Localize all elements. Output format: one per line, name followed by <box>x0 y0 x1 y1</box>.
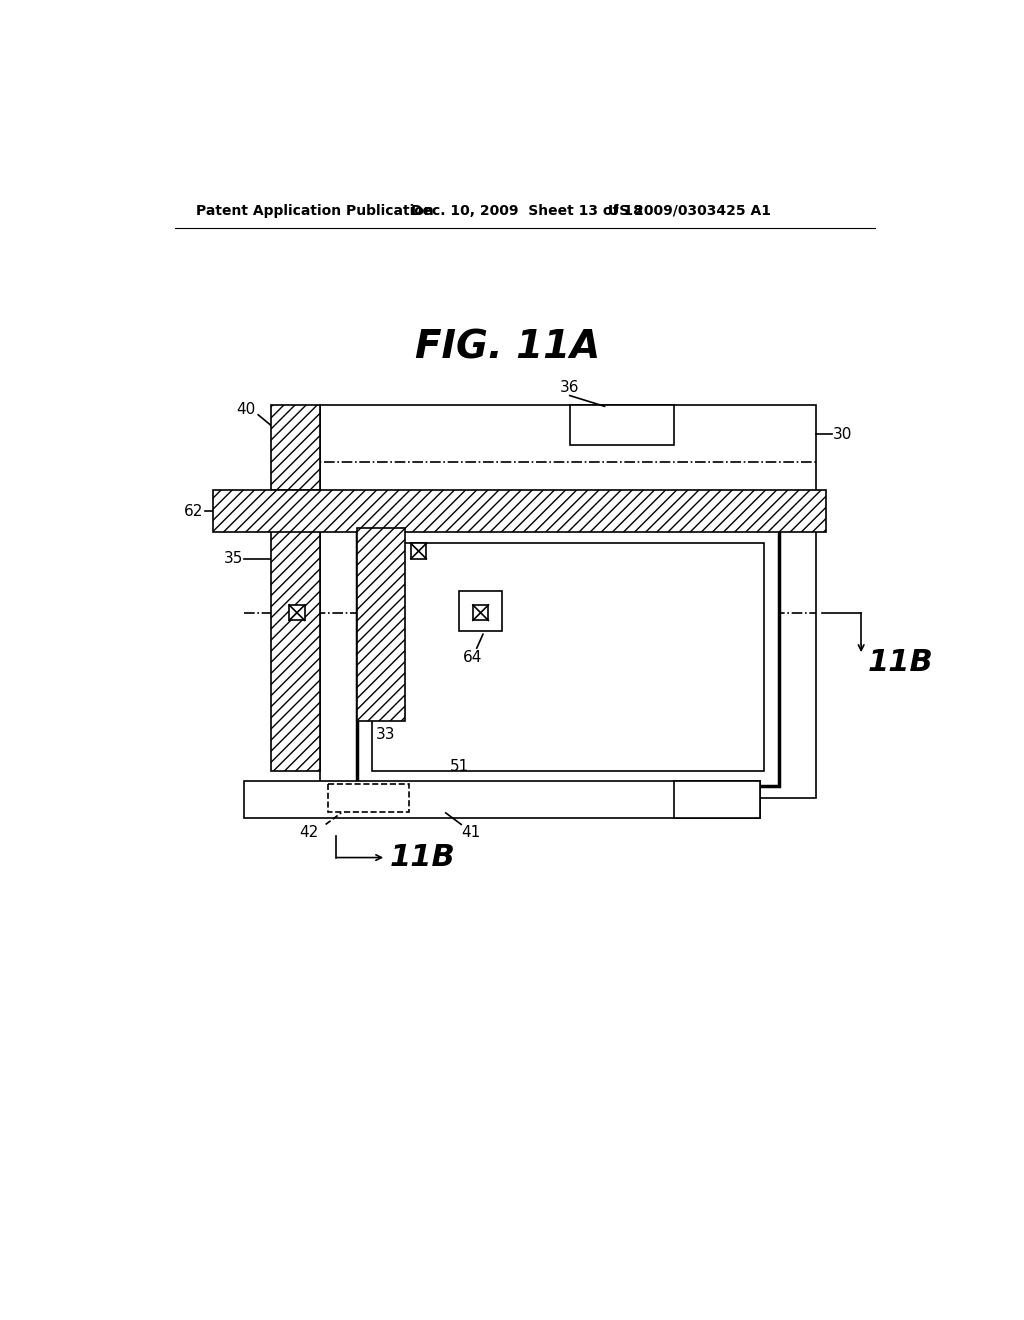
Bar <box>289 605 305 620</box>
Text: US 2009/0303425 A1: US 2009/0303425 A1 <box>608 203 771 218</box>
Bar <box>411 544 426 558</box>
Bar <box>213 490 825 532</box>
Bar <box>372 544 764 771</box>
Text: Patent Application Publication: Patent Application Publication <box>197 203 434 218</box>
Bar <box>569 405 675 445</box>
Text: 35: 35 <box>223 552 243 566</box>
Text: 11B: 11B <box>390 843 456 873</box>
Text: 40: 40 <box>237 401 256 417</box>
Text: Dec. 10, 2009  Sheet 13 of 18: Dec. 10, 2009 Sheet 13 of 18 <box>411 203 643 218</box>
Bar <box>356 528 779 785</box>
Text: 30: 30 <box>834 426 853 442</box>
Text: 33: 33 <box>376 727 395 742</box>
Text: 41: 41 <box>461 825 480 840</box>
Bar <box>271 405 321 519</box>
Text: 42: 42 <box>299 825 318 840</box>
Text: FIG. 11A: FIG. 11A <box>415 329 600 366</box>
Bar <box>675 780 760 817</box>
Text: 64: 64 <box>463 649 482 665</box>
Text: 11B: 11B <box>867 648 933 677</box>
Bar <box>459 591 503 631</box>
Bar <box>271 490 321 771</box>
Bar <box>328 784 410 812</box>
Bar <box>321 405 816 797</box>
Text: 36: 36 <box>560 380 580 396</box>
Bar <box>356 528 406 721</box>
Bar <box>245 780 760 817</box>
Text: 62: 62 <box>183 503 203 519</box>
Bar <box>473 605 488 620</box>
Text: 51: 51 <box>450 759 469 775</box>
Text: 34: 34 <box>415 490 434 504</box>
